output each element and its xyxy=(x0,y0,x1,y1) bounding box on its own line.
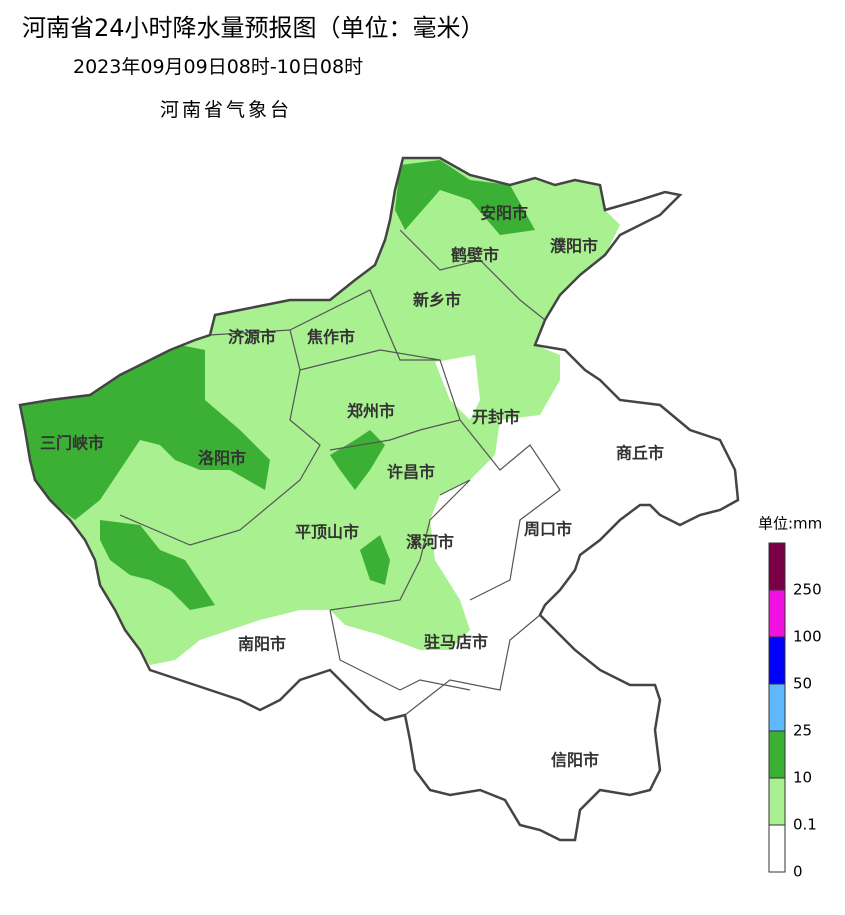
rain-heavy-west xyxy=(20,345,270,520)
border xyxy=(399,229,546,321)
rain-heavy xyxy=(20,160,535,610)
rain-heavy-north xyxy=(395,160,535,235)
city-label: 平顶山市 xyxy=(295,523,359,542)
city-label: 南阳市 xyxy=(238,635,286,654)
city-label: 商丘市 xyxy=(616,444,664,463)
city-borders xyxy=(119,229,561,716)
city-label: 安阳市 xyxy=(480,204,528,223)
city-label: 濮阳市 xyxy=(550,237,598,256)
city-label: 焦作市 xyxy=(306,328,355,347)
rain-heavy-south xyxy=(360,535,390,585)
city-label: 三门峡市 xyxy=(40,434,104,453)
dry-patch xyxy=(435,355,480,420)
city-label: 郑州市 xyxy=(347,402,395,421)
rain-light xyxy=(20,158,620,665)
rain-heavy-center xyxy=(330,430,385,490)
border xyxy=(329,609,471,691)
city-label: 许昌市 xyxy=(387,463,435,482)
title: 河南省24小时降水量预报图（单位：毫米） xyxy=(22,14,485,42)
map xyxy=(18,156,740,842)
legend-label: 100 xyxy=(793,628,822,646)
legend-swatch xyxy=(768,683,786,732)
legend: 单位:mm 250 100 50 25 10 0.1 0 xyxy=(758,515,822,881)
legend-swatch xyxy=(768,542,786,591)
city-label: 新乡市 xyxy=(413,291,461,310)
border xyxy=(459,419,561,601)
legend-label: 25 xyxy=(793,722,812,740)
legend-label: 0 xyxy=(793,863,803,881)
city-label: 洛阳市 xyxy=(198,449,246,468)
legend-label: 250 xyxy=(793,581,822,599)
city-label: 济源市 xyxy=(228,328,276,347)
legend-swatch xyxy=(768,636,786,685)
issuer: 河南省气象台 xyxy=(160,99,292,121)
city-label: 鹤壁市 xyxy=(451,246,499,265)
border xyxy=(329,479,471,611)
border xyxy=(404,614,541,716)
city-label: 漯河市 xyxy=(406,533,454,552)
city-label: 驻马店市 xyxy=(424,633,488,652)
city-label: 信阳市 xyxy=(551,751,599,770)
legend-title: 单位:mm xyxy=(758,515,822,533)
city-labels: 安阳市 鹤壁市 濮阳市 新乡市 济源市 焦作市 郑州市 开封市 三门峡市 洛阳市… xyxy=(40,204,664,770)
province-border xyxy=(18,156,740,842)
legend-swatch xyxy=(768,777,786,826)
legend-label: 10 xyxy=(793,769,812,787)
legend-swatch xyxy=(768,589,786,638)
city-label: 开封市 xyxy=(472,408,520,427)
legend-swatch xyxy=(768,730,786,779)
border xyxy=(119,329,321,546)
border xyxy=(289,289,440,361)
legend-label: 50 xyxy=(793,675,812,693)
city-label: 周口市 xyxy=(524,520,572,539)
period: 2023年09月09日08时-10日08时 xyxy=(73,56,363,78)
legend-label: 0.1 xyxy=(793,816,817,834)
rain-heavy-southwest xyxy=(100,520,215,610)
legend-swatch xyxy=(768,824,786,873)
